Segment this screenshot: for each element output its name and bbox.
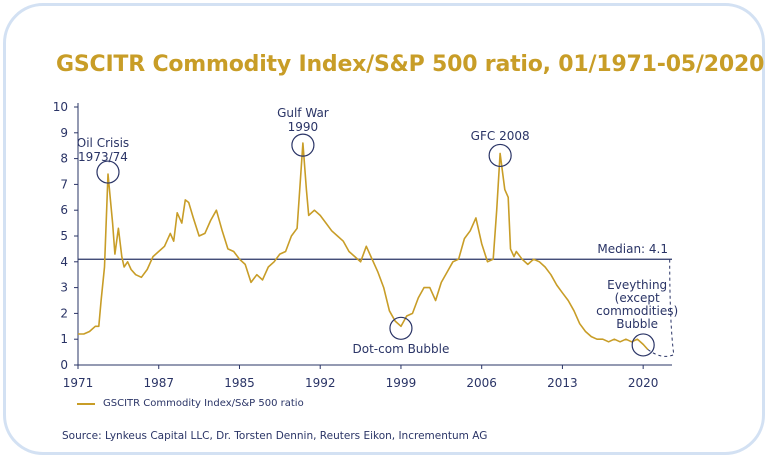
x-tick-label: 1987 (143, 376, 174, 390)
y-tick-label: 10 (53, 100, 68, 114)
dotcom-circle (389, 316, 413, 340)
x-tick-label: 1985 (224, 376, 255, 390)
x-tick-label: 1971 (63, 376, 94, 390)
card-frame (3, 3, 765, 455)
x-tick-label: 2006 (466, 376, 497, 390)
gfc-label: GFC 2008 (471, 129, 530, 143)
y-tick-label: 4 (60, 255, 68, 269)
everything-bubble-label: Eveything (607, 278, 667, 292)
oil-crisis-label: Oil Crisis (77, 136, 129, 150)
y-tick-label: 5 (60, 229, 68, 243)
dotcom-label: Dot-com Bubble (353, 342, 450, 356)
gulf-war-label: 1990 (288, 120, 319, 134)
chart-legend: GSCITR Commodity Index/S&P 500 ratio (77, 398, 304, 409)
source-note: Source: Lynkeus Capital LLC, Dr. Torsten… (62, 430, 488, 442)
legend-label: GSCITR Commodity Index/S&P 500 ratio (103, 398, 304, 409)
gulf-war-circle (291, 133, 315, 157)
gfc-circle (488, 143, 512, 168)
x-tick-label: 1999 (386, 376, 417, 390)
everything-bubble-circle (631, 333, 655, 357)
y-tick-label: 9 (60, 126, 68, 140)
legend-line-swatch (77, 402, 95, 405)
y-tick-label: 0 (60, 358, 68, 372)
x-tick-label: 2020 (628, 376, 659, 390)
everything-bubble-label: (except (615, 291, 660, 305)
y-tick-label: 2 (60, 306, 68, 320)
y-tick-label: 1 (60, 332, 68, 346)
x-tick-label: 1992 (305, 376, 336, 390)
y-tick-label: 7 (60, 177, 68, 191)
gulf-war-label: Gulf War (277, 106, 329, 120)
y-tick-label: 3 (60, 281, 68, 295)
everything-bubble-label: commodities) (596, 304, 678, 318)
oil-crisis-label: 1973/74 (78, 150, 128, 164)
everything-bubble-label: Bubble (616, 317, 658, 331)
series-line (78, 142, 649, 351)
y-tick-label: 6 (60, 203, 68, 217)
projection-dashed-curve (647, 259, 675, 357)
x-tick-label: 2013 (547, 376, 578, 390)
chart-title: GSCITR Commodity Index/S&P 500 ratio, 01… (56, 52, 765, 77)
oil-crisis-circle (96, 160, 120, 184)
y-tick-label: 8 (60, 152, 68, 166)
median-label: Median: 4.1 (597, 242, 668, 256)
